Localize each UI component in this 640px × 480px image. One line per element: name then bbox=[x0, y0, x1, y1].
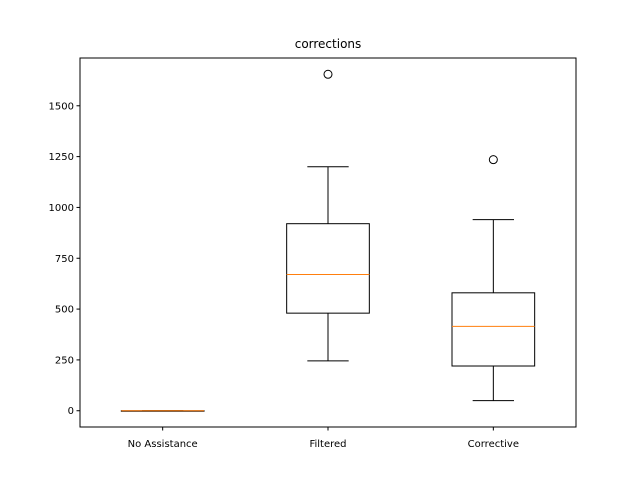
x-tick-label: Corrective bbox=[468, 439, 519, 450]
box-group-3 bbox=[451, 155, 536, 402]
y-tick-label: 500 bbox=[55, 305, 74, 316]
y-tick-label: 1250 bbox=[49, 152, 74, 163]
y-tick-label: 0 bbox=[68, 406, 74, 417]
iqr-box bbox=[286, 223, 370, 314]
plot-area bbox=[120, 69, 536, 412]
axes-frame bbox=[79, 57, 577, 428]
y-tick-label: 750 bbox=[55, 254, 74, 265]
outlier-point bbox=[488, 155, 498, 165]
y-axis: 0 250 500 750 1000 1250 1500 bbox=[49, 101, 80, 417]
box-group-2 bbox=[286, 69, 370, 362]
x-tick-label: Filtered bbox=[309, 439, 346, 450]
box-group-1 bbox=[120, 410, 205, 412]
x-axis: No Assistance Filtered Corrective bbox=[128, 427, 519, 450]
y-tick-label: 250 bbox=[55, 355, 74, 366]
y-tick-label: 1000 bbox=[49, 203, 74, 214]
chart-title: corrections bbox=[295, 37, 362, 51]
y-tick-label: 1500 bbox=[49, 101, 74, 112]
x-tick-label: No Assistance bbox=[128, 439, 198, 450]
iqr-box bbox=[451, 292, 536, 367]
outlier-point bbox=[323, 69, 333, 79]
